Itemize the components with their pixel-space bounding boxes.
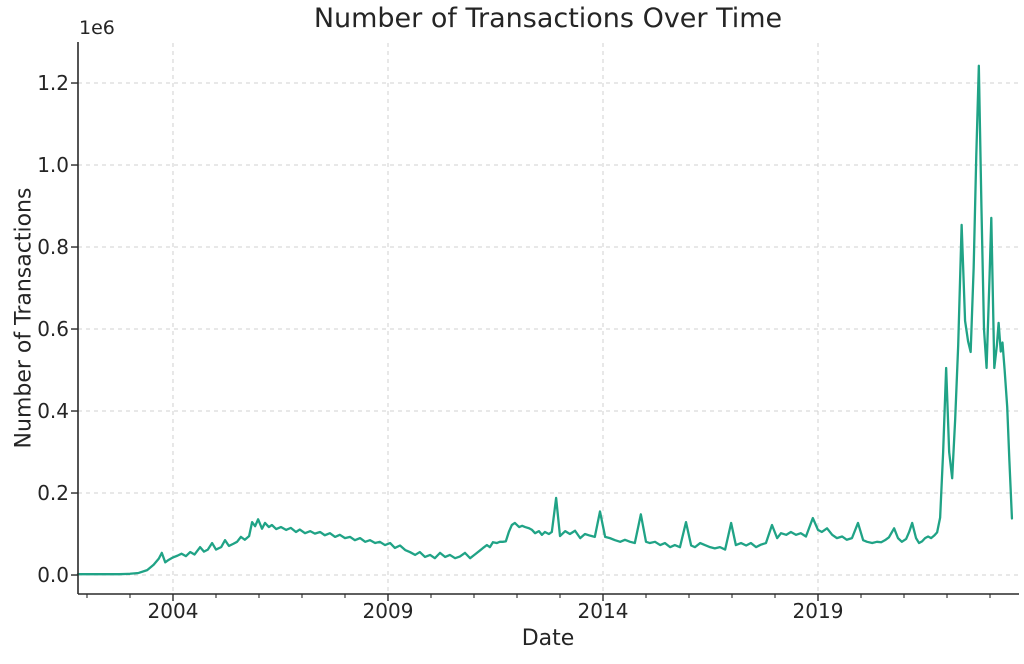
y-tick-label: 0.8 <box>37 235 69 259</box>
x-tick-label: 2019 <box>793 599 844 623</box>
x-axis-label: Date <box>521 626 575 651</box>
x-tick-label: 2004 <box>148 599 199 623</box>
chart-title: Number of Transactions Over Time <box>313 3 783 34</box>
y-axis-offset-label: 1e6 <box>79 17 115 39</box>
y-tick-label: 0.4 <box>37 399 69 423</box>
y-tick-label: 0.6 <box>37 317 69 341</box>
x-tick-label: 2014 <box>578 599 629 623</box>
x-tick-label: 2009 <box>363 599 414 623</box>
y-tick-label: 1.0 <box>37 153 69 177</box>
y-tick-label: 1.2 <box>37 71 69 95</box>
series-line <box>76 64 1014 576</box>
y-tick-label: 0.2 <box>37 481 69 505</box>
y-tick-label: 0.0 <box>37 563 69 587</box>
